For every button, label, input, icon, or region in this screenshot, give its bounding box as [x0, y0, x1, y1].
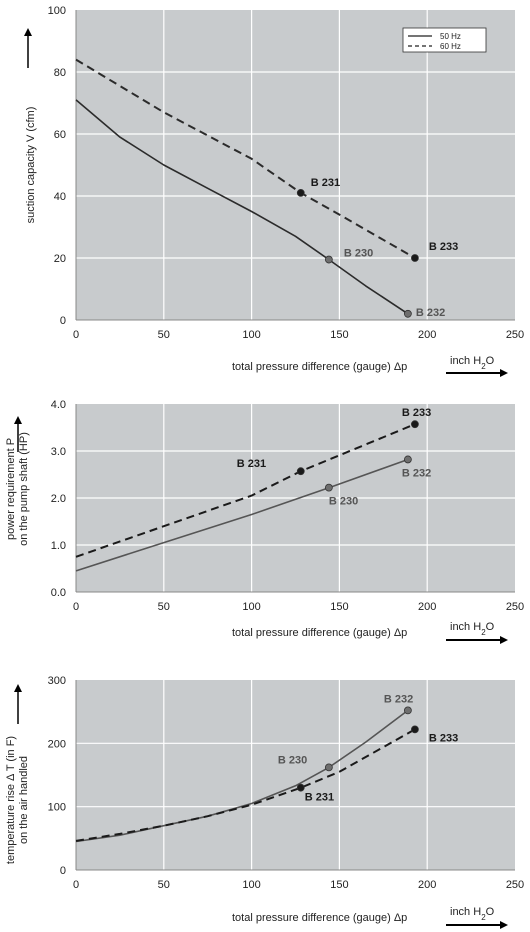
y-tick-label: 100 — [48, 5, 66, 17]
y-tick-label: 0.0 — [51, 587, 66, 599]
y-tick-label: 3.0 — [51, 446, 66, 458]
point-label: B 233 — [402, 407, 431, 419]
x-tick-label: 0 — [73, 329, 79, 341]
unit-suffix: O — [486, 355, 495, 367]
point-label: B 230 — [329, 496, 358, 508]
point-label: B 233 — [429, 241, 458, 253]
point-label: B 230 — [344, 248, 373, 260]
unit-subscript: 2 — [481, 628, 486, 637]
x-tick-label: 50 — [158, 329, 170, 341]
y-axis-label: power requirement P — [5, 438, 17, 540]
chart-3: 0 50 100 150 200 250 0 100 200 300 total pressure … — [5, 675, 524, 929]
x-tick-label: 250 — [506, 601, 524, 613]
x-tick-label: 250 — [506, 329, 524, 341]
point-label: B 232 — [384, 693, 413, 705]
y-axis-label: suction capacity V (cfm) — [25, 107, 37, 224]
x-tick-label: 200 — [418, 601, 436, 613]
x-tick-label: 50 — [158, 601, 170, 613]
data-point — [411, 725, 419, 734]
x-axis-unit: inch H2O — [450, 355, 495, 371]
chart-2: 0 50 100 150 200 250 0.0 1.0 2.0 3.0 4.0 total pres… — [5, 399, 524, 644]
x-tick-label: 250 — [506, 879, 524, 891]
x-tick-label: 150 — [330, 329, 348, 341]
plot-area — [76, 10, 515, 320]
x-tick-label: 150 — [330, 879, 348, 891]
series-line-60hz — [75, 58, 416, 259]
x-tick-label: 150 — [330, 601, 348, 613]
x-axis-unit: inch H2O — [450, 621, 495, 637]
point-label: B 230 — [278, 754, 307, 766]
data-point — [403, 309, 412, 318]
point-label: B 233 — [429, 732, 458, 744]
y-axis-label-2: on the air handled — [18, 756, 30, 844]
y-tick-label: 2.0 — [51, 493, 66, 505]
unit-suffix: O — [486, 906, 495, 918]
x-tick-label: 200 — [418, 879, 436, 891]
unit-subscript: 2 — [481, 913, 486, 922]
x-tick-label: 50 — [158, 879, 170, 891]
x-axis-label: total pressure difference (gauge) Δp — [232, 912, 407, 924]
y-tick-label: 4.0 — [51, 399, 66, 411]
data-point — [411, 420, 419, 429]
y-axis-label-2: on the pump shaft (HP) — [18, 432, 30, 546]
data-point — [411, 254, 419, 262]
plot-area — [76, 680, 515, 870]
series-line-50hz — [75, 99, 409, 315]
y-tick-label: 0 — [60, 315, 66, 327]
data-point — [403, 706, 412, 715]
unit-subscript: 2 — [481, 362, 486, 371]
y-tick-label: 20 — [54, 253, 66, 265]
legend-box — [402, 27, 487, 53]
series-line-60hz — [75, 728, 416, 842]
x-tick-label: 200 — [418, 329, 436, 341]
series-line-60hz — [75, 423, 416, 558]
x-tick-label: 100 — [242, 879, 260, 891]
data-point — [324, 483, 333, 492]
data-point — [324, 763, 333, 772]
point-label: B 231 — [311, 177, 340, 189]
point-label: B 232 — [402, 467, 431, 479]
data-point — [296, 188, 305, 197]
y-tick-label: 80 — [54, 67, 66, 79]
y-tick-label: 1.0 — [51, 540, 66, 552]
x-axis-label: total pressure difference (gauge) Δp — [232, 361, 407, 373]
data-point — [296, 783, 305, 792]
x-axis-unit: inch H2O — [450, 906, 495, 922]
data-point — [403, 455, 412, 464]
x-tick-label: 0 — [73, 879, 79, 891]
y-tick-label: 40 — [54, 191, 66, 203]
x-tick-label: 100 — [242, 601, 260, 613]
series-line-50hz — [75, 458, 409, 572]
point-label: B 231 — [237, 458, 266, 470]
point-label: B 231 — [305, 792, 334, 804]
data-point — [296, 467, 305, 476]
x-tick-label: 100 — [242, 329, 260, 341]
y-axis-label: temperature rise Δ T (in F) — [5, 736, 17, 864]
data-point — [324, 255, 333, 264]
y-tick-label: 0 — [60, 865, 66, 877]
x-axis-label: total pressure difference (gauge) Δp — [232, 627, 407, 639]
y-tick-label: 60 — [54, 129, 66, 141]
y-tick-label: 100 — [48, 802, 66, 814]
legend-entry: 50 Hz — [440, 32, 461, 41]
unit-suffix: O — [486, 621, 495, 633]
y-tick-label: 300 — [48, 675, 66, 687]
x-tick-label: 0 — [73, 601, 79, 613]
legend-entry: 60 Hz — [440, 42, 461, 51]
point-label: B 232 — [416, 307, 445, 319]
chart-1: 0 50 100 150 200 250 0 20 40 60 80 100 total pressur… — [24, 5, 524, 377]
y-tick-label: 200 — [48, 738, 66, 750]
